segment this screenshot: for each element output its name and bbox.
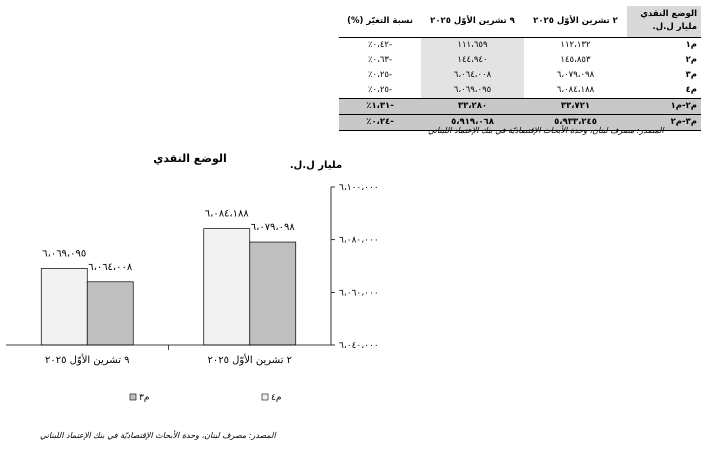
bar-value-label: ٦،٠٨٤،١٨٨ bbox=[205, 209, 250, 220]
row-label: م٣-م٢ bbox=[627, 114, 701, 131]
table-row: م٣ ٦،٠٧٩،٠٩٨ ٦،٠٦٤،٠٠٨ -٠،٢٥٪ bbox=[339, 68, 701, 83]
category-label: ٩ تشرين الأوّل ٢٠٢٥ bbox=[45, 353, 130, 366]
chart-title: الوضع النقدي bbox=[153, 152, 227, 165]
legend: م٤ م٣ bbox=[129, 393, 281, 403]
cell-change: -٠،٢٤٪ bbox=[339, 114, 421, 131]
chart-source-note: المصدر: مصرف لبنان، وحدة الأبحاث الإقتصا… bbox=[40, 431, 276, 440]
bars-group bbox=[40, 228, 297, 346]
cell-change: -٠،٤٢٪ bbox=[367, 40, 393, 50]
cell-date-2: ٣٣،٢٨٠ bbox=[421, 98, 524, 115]
bar bbox=[203, 228, 251, 346]
row-label: م٣ bbox=[685, 70, 697, 80]
bar-value-label: ٦،٠٦٩،٠٩٥ bbox=[42, 248, 86, 259]
row-label: م٢-م١ bbox=[627, 98, 701, 115]
category-label: ٢ تشرين الأوّل ٢٠٢٥ bbox=[207, 353, 292, 366]
cell-date-2: ١٤٤،٩٤٠ bbox=[421, 53, 524, 68]
cell-change: -٠،٢٥٪ bbox=[367, 85, 393, 95]
cell-date-1: ١١٢،١٣٢ bbox=[560, 40, 591, 50]
row-label: م٤ bbox=[685, 85, 697, 95]
y-tick-label: ٦،١٠٠،٠٠٠ bbox=[339, 183, 379, 193]
table-row-total: م٢-م١ ٣٣،٧٢١ ٣٣،٢٨٠ -١،٣١٪ bbox=[339, 98, 701, 115]
table-row: م٢ ١٤٥،٨٥٣ ١٤٤،٩٤٠ -٠،٦٣٪ bbox=[339, 53, 701, 68]
cell-date-1: ٦،٠٨٤،١٨٨ bbox=[556, 85, 595, 95]
cell-date-2: ١١١،٦٥٩ bbox=[421, 37, 524, 53]
monetary-chart: الوضع النقدي مليار ل.ل. ٦،٠٨٤،١٨٨٦،٠٧٩،٠… bbox=[6, 152, 379, 403]
bar-value-label: ٦،٠٧٩،٠٩٨ bbox=[251, 222, 296, 233]
cell-change: -٠،٢٥٪ bbox=[367, 70, 393, 80]
table-row-total: م٣-م٢ ٥،٩٣٣،٢٤٥ ٥،٩١٩،٠٦٨ -٠،٢٤٪ bbox=[339, 114, 701, 131]
legend-label: م٣ bbox=[139, 393, 149, 403]
bar bbox=[249, 241, 297, 346]
cell-date-1: ٥،٩٣٣،٢٤٥ bbox=[524, 114, 627, 131]
cell-change: -٠،٦٣٪ bbox=[367, 55, 393, 65]
table-row: م٤ ٦،٠٨٤،١٨٨ ٦،٠٦٩،٠٩٥ -٠،٢٥٪ bbox=[339, 83, 701, 99]
bar-value-label: ٦،٠٦٤،٠٠٨ bbox=[88, 262, 133, 273]
cell-date-2: ٦،٠٦٤،٠٠٨ bbox=[421, 68, 524, 83]
table-row: م١ ١١٢،١٣٢ ١١١،٦٥٩ -٠،٤٢٪ bbox=[339, 37, 701, 53]
y-tick-label: ٦،٠٦٠،٠٠٠ bbox=[339, 288, 379, 298]
header-description: الوضع النقدي مليار ل.ل. bbox=[627, 6, 701, 38]
row-label: م١ bbox=[685, 40, 697, 50]
cell-change: -١،٣١٪ bbox=[339, 98, 421, 115]
cell-date-1: ١٤٥،٨٥٣ bbox=[560, 55, 591, 65]
row-label: م٢ bbox=[685, 55, 697, 65]
table-header-row: الوضع النقدي مليار ل.ل. ٢ تشرين الأوّل ٢… bbox=[339, 6, 701, 38]
header-date-1: ٢ تشرين الأوّل ٢٠٢٥ bbox=[524, 6, 627, 38]
bar bbox=[40, 268, 88, 346]
axes-group: ٢ تشرين الأوّل ٢٠٢٥ ٩ تشرين الأوّل ٢٠٢٥ ٦،… bbox=[6, 183, 379, 366]
y-tick-label: ٦،٠٨٠،٠٠٠ bbox=[339, 236, 379, 246]
bar bbox=[86, 281, 134, 346]
legend-swatch bbox=[129, 393, 137, 401]
cell-date-2: ٥،٩١٩،٠٦٨ bbox=[421, 114, 524, 131]
legend-swatch bbox=[261, 393, 269, 401]
legend-label: م٤ bbox=[271, 393, 281, 403]
header-date-2: ٩ تشرين الأوّل ٢٠٢٥ bbox=[421, 6, 524, 38]
y-tick-label: ٦،٠٤٠،٠٠٠ bbox=[339, 341, 379, 351]
monetary-table: الوضع النقدي مليار ل.ل. ٢ تشرين الأوّل ٢… bbox=[339, 6, 701, 131]
cell-date-1: ٦،٠٧٩،٠٩٨ bbox=[556, 70, 595, 80]
cell-date-1: ٣٣،٧٢١ bbox=[524, 98, 627, 115]
header-change: نسبة التغيّر (%) bbox=[339, 6, 421, 38]
cell-date-2: ٦،٠٦٩،٠٩٥ bbox=[421, 83, 524, 99]
table-source-note: المصدر: مصرف لبنان، وحدة الأبحاث الإقتصا… bbox=[428, 126, 664, 135]
chart-unit-label: مليار ل.ل. bbox=[290, 160, 342, 171]
